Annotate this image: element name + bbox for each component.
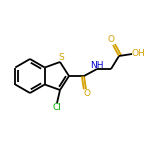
Text: O: O (83, 90, 90, 98)
Text: NH: NH (90, 60, 104, 69)
Text: Cl: Cl (53, 104, 61, 112)
Text: OH: OH (131, 50, 145, 59)
Text: S: S (58, 52, 64, 62)
Text: O: O (107, 36, 114, 45)
